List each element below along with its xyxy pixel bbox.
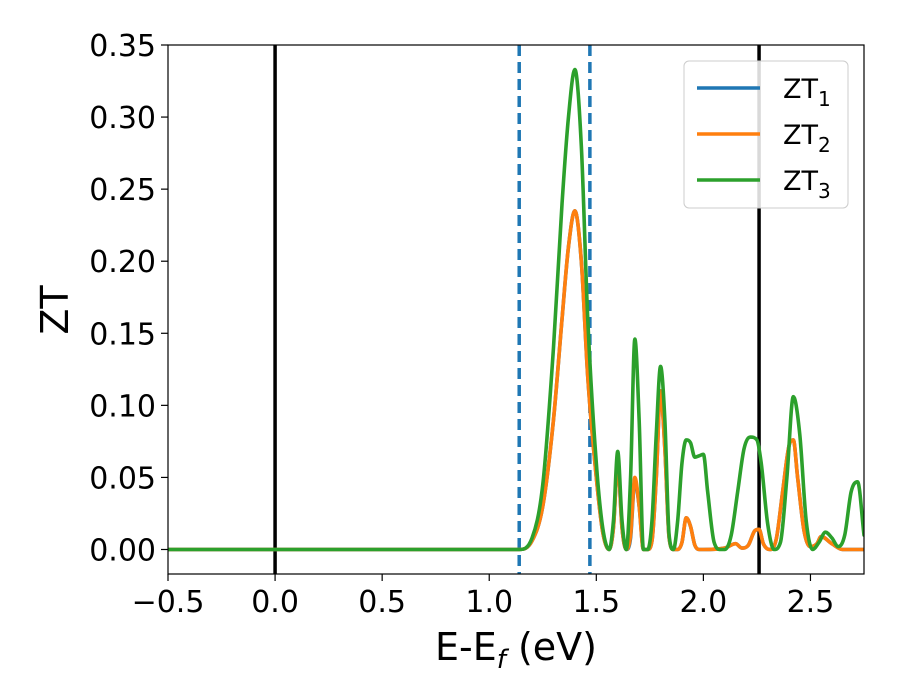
legend-box [683,60,849,209]
legend-label-zt1: ZT1 [783,74,831,111]
y-axis-title: ZT [33,285,77,335]
y-tick-label: 0.15 [89,317,156,352]
legend-label-sub: 3 [818,179,831,203]
x-axis-title: E-Ef (eV) [435,625,597,675]
x-axis-title-suffix: (eV) [506,625,597,669]
y-tick-label: 0.10 [89,389,156,424]
x-axis-title-main: E-E [435,625,497,669]
legend-label-sub: 1 [818,87,831,111]
legend-label-main: ZT [783,120,818,151]
x-tick-label: 1.5 [572,585,620,620]
x-tick-label: 2.5 [787,585,835,620]
x-tick-label: 0.0 [251,585,299,620]
legend-label-sub: 2 [818,133,831,157]
x-tick-label: 2.0 [680,585,728,620]
legend-label-zt3: ZT3 [783,166,831,203]
series-layer [168,67,864,552]
legend-label-main: ZT [783,166,818,197]
series-line-zt3 [168,67,864,552]
x-tick-label: 1.0 [465,585,513,620]
y-tick-label: 0.35 [89,29,156,64]
y-axis-ticks: 0.00 0.05 0.10 0.15 0.20 0.25 0.30 0.35 [89,29,168,568]
y-tick-label: 0.00 [89,533,156,568]
plot-frame [167,44,865,575]
x-tick-label: −0.5 [132,585,205,620]
legend-label-main: ZT [783,74,818,105]
y-tick-label: 0.20 [89,245,156,280]
y-tick-label: 0.30 [89,101,156,136]
x-axis-ticks: −0.5 0.0 0.5 1.0 1.5 2.0 2.5 [132,574,835,620]
x-tick-label: 0.5 [358,585,406,620]
legend-label-zt2: ZT2 [783,120,831,157]
y-tick-label: 0.05 [89,461,156,496]
y-tick-label: 0.25 [89,173,156,208]
